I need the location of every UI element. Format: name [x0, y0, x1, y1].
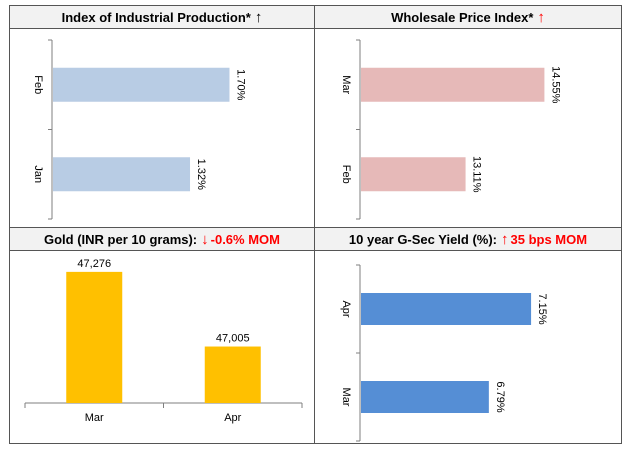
category-label: Feb: [340, 165, 352, 184]
gold-change: -0.6% MOM: [210, 231, 280, 247]
bar: [361, 157, 466, 192]
category-label: Mar: [340, 75, 352, 94]
bar: [361, 381, 489, 413]
iip-header: Index of Industrial Production* ↑: [10, 6, 314, 29]
data-label: 14.55%: [549, 66, 561, 104]
iip-panel: Index of Industrial Production* ↑ Feb 1.7…: [10, 6, 314, 227]
up-arrow-icon: ↑: [501, 230, 509, 248]
gold-chart: 47,276 Mar 47,005 Apr: [24, 258, 303, 424]
data-label: 6.79%: [494, 381, 506, 412]
category-label: Jan: [32, 165, 44, 183]
up-arrow-icon: ↑: [254, 8, 263, 26]
vertical-divider: [314, 6, 315, 443]
data-label: 1.70%: [234, 69, 246, 100]
iip-chart: Feb 1.70% Jan 1.32%: [32, 39, 246, 220]
bar: [361, 293, 532, 325]
wpi-panel: Wholesale Price Index* ↑ Mar 14.55% Feb 13.…: [315, 6, 621, 227]
data-label: 7.15%: [536, 293, 548, 324]
gsec-header: 10 year G-Sec Yield (%): ↑ 35 bps MOM: [315, 228, 621, 251]
category-label: Feb: [32, 75, 44, 94]
gsec-chart: Apr 7.15% Mar 6.79%: [340, 264, 548, 442]
bar: [204, 346, 261, 403]
gold-panel: Gold (INR per 10 grams): ↓ -0.6% MOM 47,…: [10, 228, 314, 443]
bar: [66, 271, 123, 403]
iip-title: Index of Industrial Production*: [61, 9, 251, 25]
data-label: 1.32%: [195, 159, 207, 190]
gsec-change: 35 bps MOM: [510, 231, 588, 247]
dashboard-grid: Index of Industrial Production* ↑ Feb 1.7…: [9, 5, 622, 444]
data-label: 47,276: [77, 258, 111, 270]
gold-header: Gold (INR per 10 grams): ↓ -0.6% MOM: [10, 228, 314, 251]
bar: [53, 157, 191, 192]
down-arrow-icon: ↓: [201, 230, 209, 248]
bar: [53, 67, 230, 102]
data-label: 13.11%: [471, 156, 483, 193]
gold-title: Gold (INR per 10 grams):: [44, 231, 198, 247]
gsec-panel: 10 year G-Sec Yield (%): ↑ 35 bps MOM Ap…: [315, 228, 621, 443]
category-label: Mar: [340, 388, 352, 407]
wpi-title: Wholesale Price Index*: [391, 9, 534, 25]
data-label: 47,005: [216, 333, 250, 345]
horizontal-divider: [10, 227, 621, 228]
gsec-title: 10 year G-Sec Yield (%):: [348, 231, 498, 247]
category-label: Mar: [85, 412, 104, 424]
bar: [361, 67, 545, 102]
category-label: Apr: [224, 412, 241, 424]
category-label: Apr: [340, 300, 352, 317]
wpi-chart: Mar 14.55% Feb 13.11%: [340, 39, 561, 220]
wpi-header: Wholesale Price Index* ↑: [315, 6, 621, 29]
up-arrow-icon: ↑: [537, 8, 545, 26]
